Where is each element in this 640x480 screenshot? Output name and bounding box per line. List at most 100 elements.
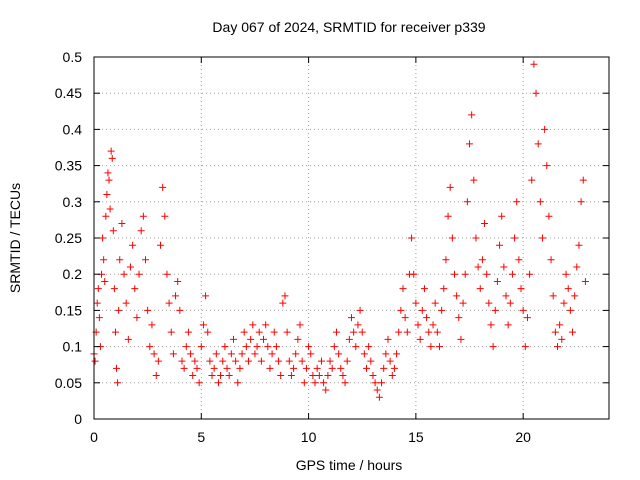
data-point [382, 350, 390, 358]
data-point [375, 393, 383, 401]
data-point [154, 357, 162, 365]
data-point [528, 176, 536, 184]
data-point [193, 364, 201, 372]
data-point [390, 364, 398, 372]
data-point [339, 372, 347, 380]
data-point [478, 256, 486, 264]
y-tick-label: 0.5 [63, 49, 83, 65]
x-tick-label: 5 [197, 429, 205, 445]
data-point [296, 321, 304, 329]
data-point [227, 350, 235, 358]
data-point [272, 343, 280, 351]
data-point [247, 335, 255, 343]
data-point [388, 372, 396, 380]
data-point [93, 299, 101, 307]
data-point [360, 350, 368, 358]
data-point [506, 299, 514, 307]
data-point [245, 357, 252, 365]
data-point [191, 357, 199, 365]
data-point [242, 343, 250, 351]
data-point [500, 263, 508, 271]
data-point [487, 321, 495, 329]
data-point [221, 343, 229, 351]
data-point [307, 350, 315, 358]
data-point [114, 379, 122, 387]
data-point [281, 292, 289, 300]
x-tick-label: 15 [408, 429, 424, 445]
y-tick-label: 0.05 [55, 375, 82, 391]
data-point [530, 60, 538, 68]
data-point [330, 343, 338, 351]
data-point [455, 314, 463, 322]
data-point [420, 285, 428, 293]
data-point [195, 379, 203, 387]
data-point [371, 379, 379, 387]
data-point [217, 372, 225, 380]
data-point [472, 234, 480, 242]
data-point [433, 328, 441, 336]
data-point [444, 212, 452, 220]
data-point [554, 343, 561, 351]
y-axis-label: SRMTID / TECUs [7, 183, 23, 293]
data-point [564, 285, 572, 293]
data-point [485, 299, 493, 307]
data-point [309, 372, 317, 380]
data-point [451, 270, 458, 278]
y-tick-label: 0.3 [63, 194, 83, 210]
data-point [367, 357, 375, 365]
data-point [305, 343, 313, 351]
data-point [99, 234, 107, 242]
data-point [414, 321, 422, 329]
data-point [332, 328, 340, 336]
data-point [408, 234, 416, 242]
data-point [285, 357, 293, 365]
data-point [521, 343, 529, 351]
data-point [560, 299, 568, 307]
data-point [115, 306, 123, 314]
data-point [268, 350, 276, 358]
data-point [326, 357, 334, 365]
data-point [219, 357, 227, 365]
data-point [317, 357, 325, 365]
data-point [498, 212, 506, 220]
data-point [556, 321, 564, 329]
data-point [137, 227, 145, 235]
x-tick-label: 10 [301, 429, 317, 445]
data-point [178, 357, 186, 365]
data-point [440, 285, 448, 293]
data-point [403, 328, 411, 336]
y-tick-label: 0.15 [55, 302, 82, 318]
data-point [124, 335, 132, 343]
data-point [300, 379, 308, 387]
data-point [102, 212, 110, 220]
data-point [412, 299, 420, 307]
data-point [109, 227, 117, 235]
data-point [204, 328, 212, 336]
data-point [457, 335, 465, 343]
data-point [343, 357, 351, 365]
data-point [142, 256, 149, 264]
data-point [543, 162, 551, 170]
data-point [266, 364, 274, 372]
data-point [264, 343, 272, 351]
data-point [257, 357, 265, 365]
data-point [320, 379, 328, 387]
data-point [348, 314, 355, 322]
y-tick-label: 0 [74, 411, 82, 427]
data-point [573, 263, 581, 271]
data-point [511, 234, 519, 242]
data-point [197, 343, 205, 351]
data-point [302, 364, 310, 372]
data-point [161, 212, 169, 220]
data-point [298, 357, 306, 365]
data-point [363, 364, 371, 372]
data-point [172, 292, 180, 300]
data-point [517, 285, 525, 293]
data-point [159, 183, 167, 191]
data-point [118, 220, 126, 228]
data-point [283, 328, 291, 336]
data-point [234, 379, 242, 387]
data-point [290, 364, 298, 372]
data-point [345, 335, 353, 343]
data-point [453, 292, 461, 300]
